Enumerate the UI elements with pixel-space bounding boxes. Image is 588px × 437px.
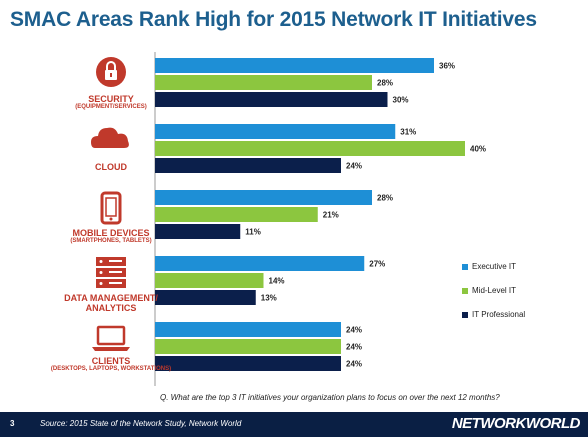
- legend-label: Executive IT: [472, 262, 517, 271]
- lock-icon: [96, 57, 126, 87]
- bar-midlevel-1: [155, 141, 465, 156]
- laptop-icon: [92, 325, 130, 351]
- bar-executive-2: [155, 190, 372, 205]
- bar-midlevel-2: [155, 207, 318, 222]
- category-title: MOBILE DEVICES: [72, 228, 150, 238]
- category-title: DATA MANAGEMENT/ ANALYTICS: [64, 293, 158, 313]
- value-label-midlevel-4: 24%: [346, 343, 362, 352]
- value-label-midlevel-0: 28%: [377, 79, 393, 88]
- category-subtitle: (EQUIPMENT/SERVICES): [75, 104, 147, 110]
- legend-swatch: [462, 287, 468, 294]
- survey-question: Q. What are the top 3 IT initiatives you…: [160, 393, 500, 402]
- server-icon: [96, 257, 126, 288]
- mobile-phone-icon: [100, 191, 122, 225]
- cloud-icon: [91, 127, 129, 148]
- bar-executive-3: [155, 256, 365, 271]
- category-subtitle: (SMARTPHONES, TABLETS): [70, 238, 152, 244]
- bar-professional-0: [155, 92, 388, 107]
- value-label-midlevel-3: 14%: [269, 277, 285, 286]
- category-label-mobile-devices: MOBILE DEVICES (SMARTPHONES, TABLETS): [46, 228, 176, 245]
- bar-professional-4: [155, 356, 341, 371]
- bars-layer: [155, 58, 465, 371]
- bar-executive-0: [155, 58, 434, 73]
- category-title: CLOUD: [95, 162, 127, 172]
- legend-item-executive: Executive IT: [462, 262, 516, 272]
- page-number: 3: [10, 419, 15, 428]
- value-label-executive-0: 36%: [439, 62, 455, 71]
- value-label-executive-3: 27%: [369, 260, 385, 269]
- footer-bar: 3 Source: 2015 State of the Network Stud…: [0, 412, 588, 437]
- legend-item-midlevel: Mid-Level IT: [462, 286, 516, 296]
- category-label-data-management: DATA MANAGEMENT/ ANALYTICS: [46, 293, 176, 313]
- bar-midlevel-4: [155, 339, 341, 354]
- value-label-professional-1: 24%: [346, 162, 362, 171]
- legend-label: IT Professional: [472, 310, 526, 319]
- value-label-professional-4: 24%: [346, 360, 362, 369]
- value-label-midlevel-1: 40%: [470, 145, 486, 154]
- bar-midlevel-3: [155, 273, 264, 288]
- value-label-professional-2: 11%: [245, 228, 261, 237]
- value-label-executive-1: 31%: [400, 128, 416, 137]
- category-title: SECURITY: [88, 94, 134, 104]
- legend-item-professional: IT Professional: [462, 310, 525, 320]
- bar-midlevel-0: [155, 75, 372, 90]
- category-label-clients: CLIENTS (DESKTOPS, LAPTOPS, WORKSTATIONS…: [46, 356, 176, 373]
- category-label-cloud: CLOUD: [46, 162, 176, 172]
- source-note: Source: 2015 State of the Network Study,…: [40, 419, 242, 428]
- category-title: CLIENTS: [91, 356, 131, 366]
- legend-swatch: [462, 263, 468, 270]
- bar-executive-1: [155, 124, 396, 139]
- legend-swatch: [462, 311, 468, 318]
- bar-professional-3: [155, 290, 256, 305]
- value-label-midlevel-2: 21%: [323, 211, 339, 220]
- category-icons-layer: [91, 57, 130, 351]
- category-label-security: SECURITY (EQUIPMENT/SERVICES): [46, 94, 176, 111]
- category-subtitle: (DESKTOPS, LAPTOPS, WORKSTATIONS): [50, 366, 172, 372]
- value-labels-layer: 36%28%30%31%40%24%28%21%11%27%14%13%24%2…: [245, 62, 486, 369]
- value-label-professional-0: 30%: [393, 96, 409, 105]
- bar-professional-2: [155, 224, 241, 239]
- brand-logo: NETWORKWORLD: [451, 415, 581, 432]
- legend-label: Mid-Level IT: [472, 286, 517, 295]
- bar-professional-1: [155, 158, 341, 173]
- page-title: SMAC Areas Rank High for 2015 Network IT…: [10, 8, 537, 31]
- value-label-executive-4: 24%: [346, 326, 362, 335]
- value-label-professional-3: 13%: [261, 294, 277, 303]
- value-label-executive-2: 28%: [377, 194, 393, 203]
- bar-executive-4: [155, 322, 341, 337]
